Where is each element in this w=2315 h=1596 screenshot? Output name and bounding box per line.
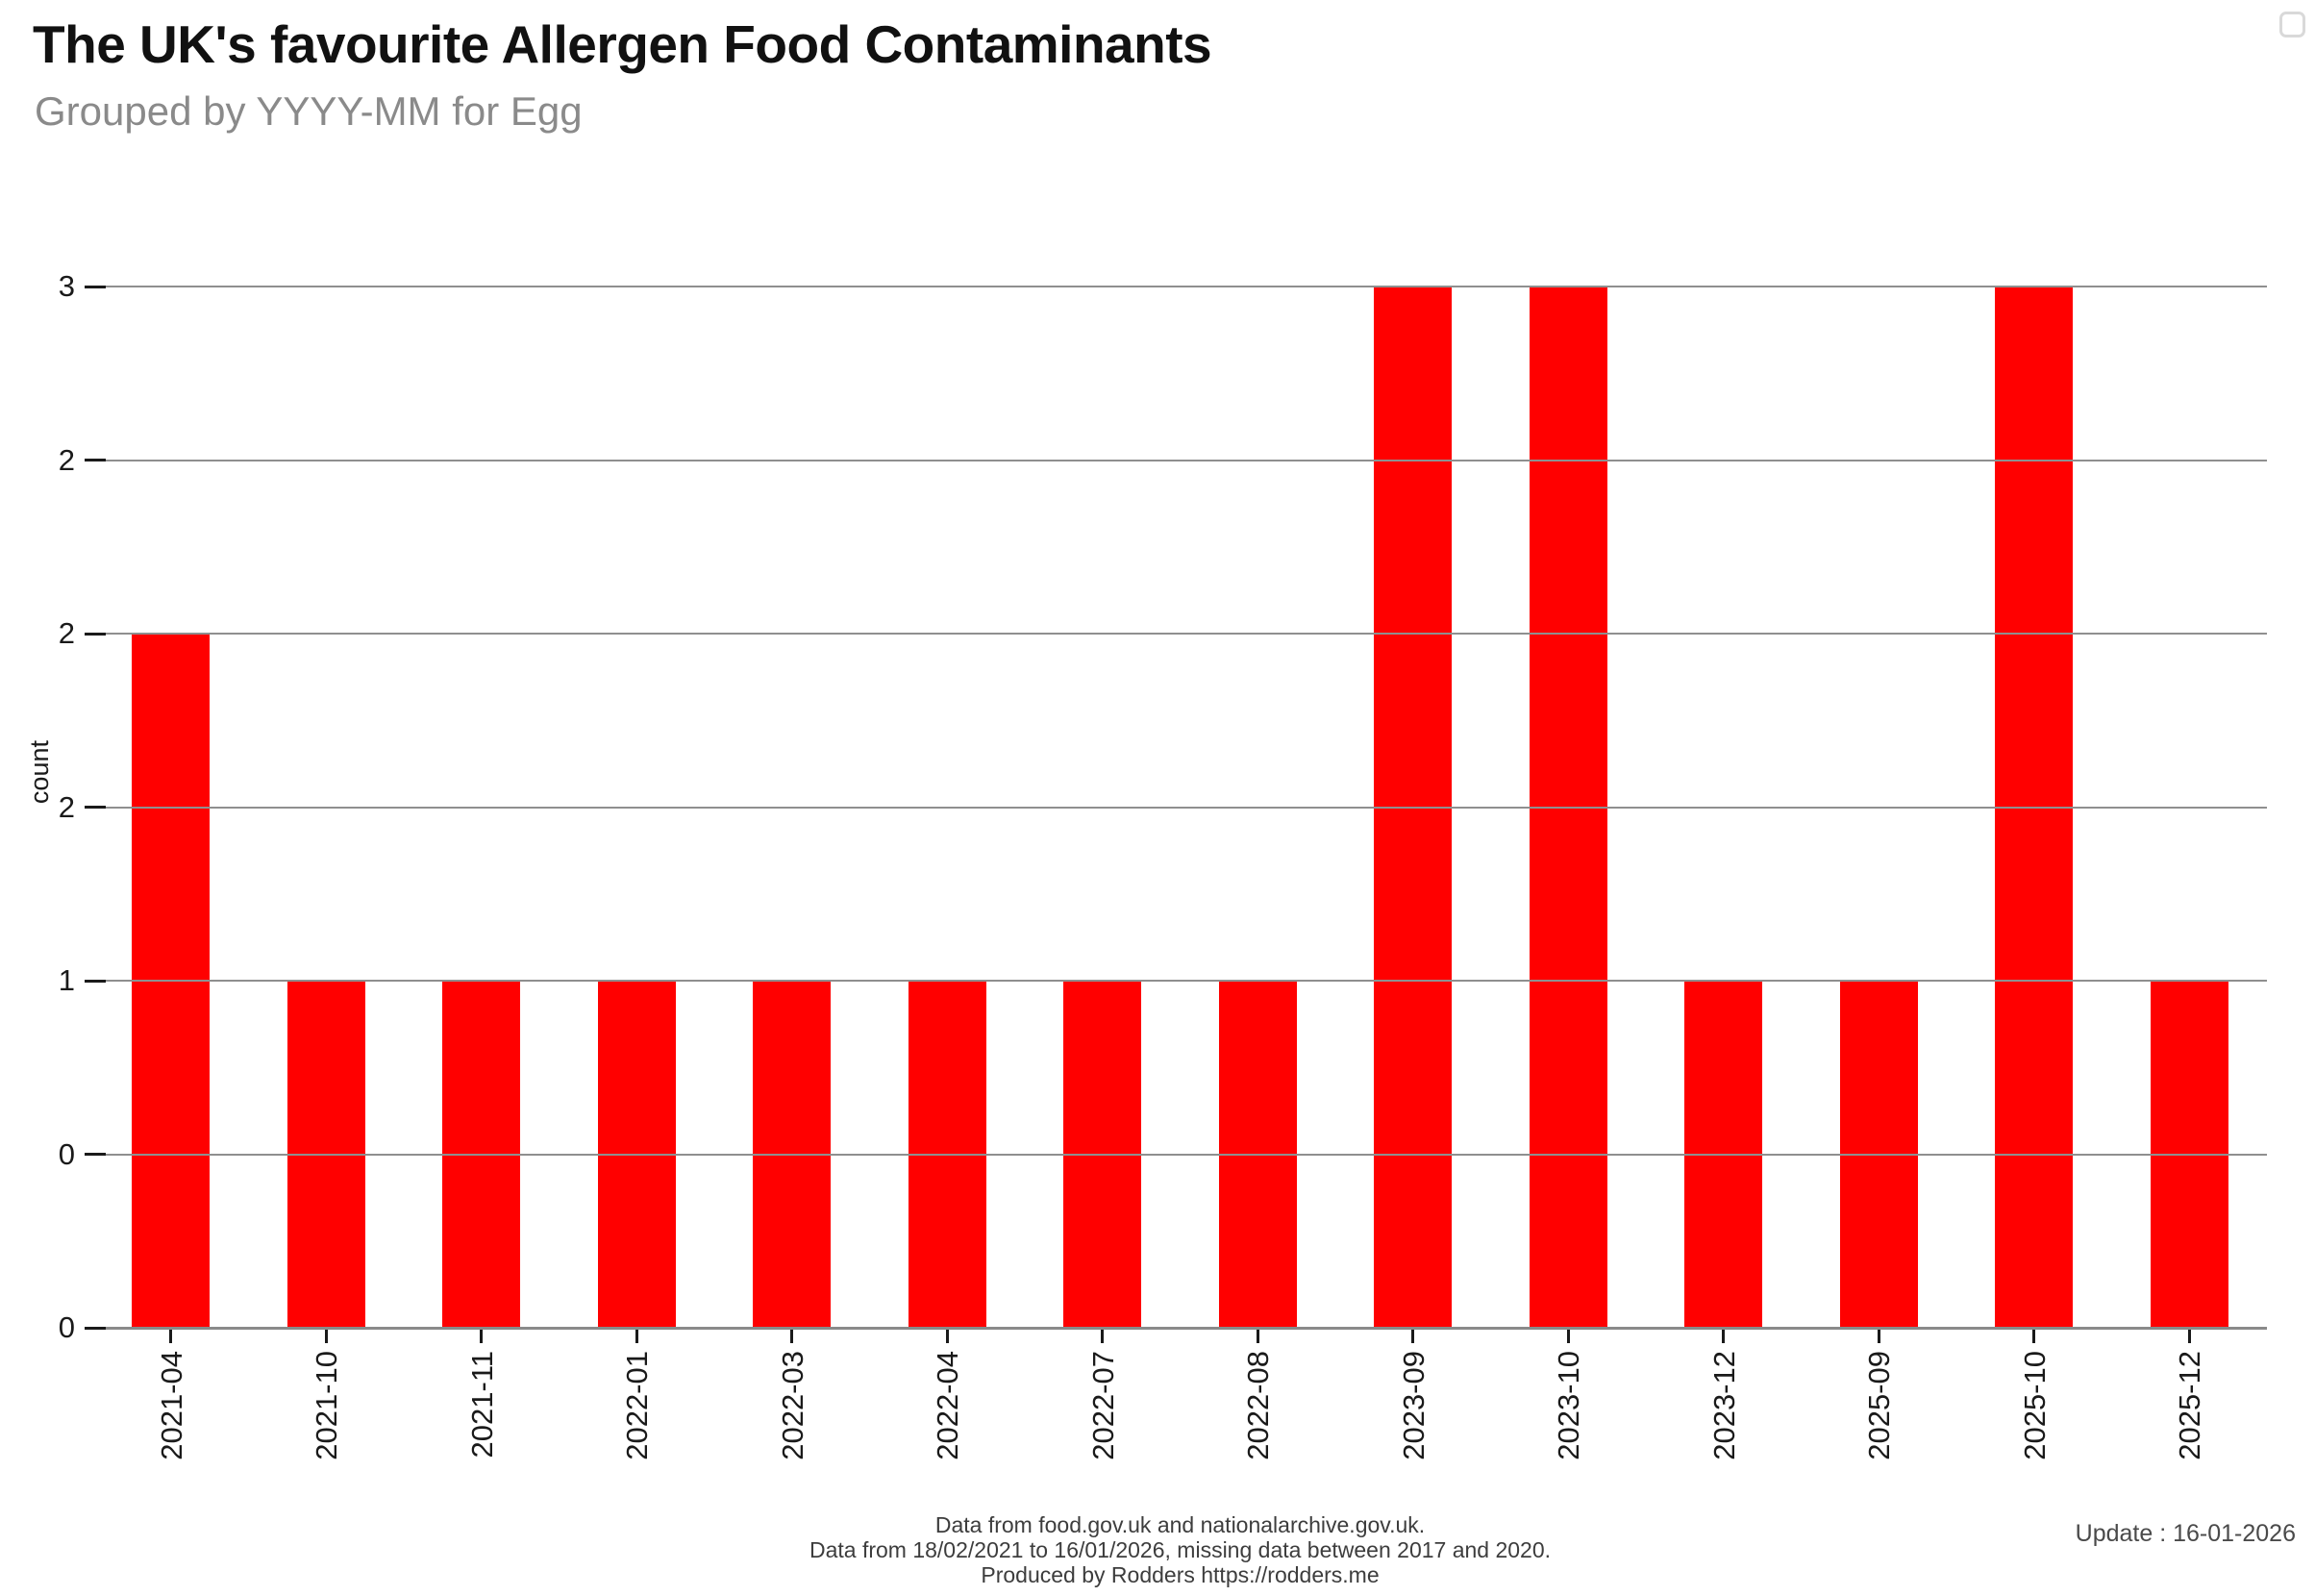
x-tick: [324, 1330, 328, 1343]
gridline: [93, 633, 2267, 635]
x-tick-label: 2023-10: [1552, 1351, 1586, 1460]
gridline: [93, 980, 2267, 982]
x-tick-label: 2023-12: [1706, 1351, 1741, 1460]
x-tick-label: 2021-11: [464, 1351, 499, 1459]
gridline: [93, 1153, 2267, 1156]
x-tick-label: 2022-04: [931, 1351, 965, 1460]
y-tick: [85, 1153, 106, 1156]
x-tick-label: 2025-12: [2173, 1351, 2207, 1460]
x-tick-label: 2022-03: [775, 1351, 809, 1460]
y-tick-label: 0: [58, 1136, 75, 1171]
x-tick: [1101, 1330, 1105, 1343]
gridline: [93, 286, 2267, 287]
x-tick: [1722, 1330, 1726, 1343]
chart-title: The UK's favourite Allergen Food Contami…: [33, 14, 1212, 74]
x-tick: [635, 1330, 638, 1343]
x-tick: [1256, 1330, 1259, 1343]
y-tick: [85, 285, 106, 288]
footer-line: Data from 18/02/2021 to 16/01/2026, miss…: [809, 1537, 1552, 1562]
x-tick: [1877, 1330, 1880, 1343]
y-tick-label: 1: [58, 963, 75, 997]
x-tick-label: 2022-07: [1085, 1351, 1120, 1460]
y-tick-label: 0: [58, 1310, 75, 1344]
gridline: [93, 806, 2267, 809]
x-tick-label: 2022-01: [620, 1351, 655, 1460]
x-axis-line: [93, 1326, 2267, 1330]
chart-subtitle: Grouped by YYYY-MM for Egg: [35, 88, 583, 134]
y-tick-label: 2: [58, 789, 75, 824]
y-tick: [85, 979, 106, 983]
y-tick: [85, 632, 106, 636]
x-tick-label: 2025-10: [2017, 1351, 2052, 1460]
update-date: Update : 16-01-2026: [2075, 1520, 2296, 1547]
footer-line: Data from food.gov.uk and nationalarchiv…: [934, 1512, 1426, 1537]
gridline: [93, 459, 2267, 461]
footer: Data from food.gov.uk and nationalarchiv…: [93, 1512, 2267, 1587]
y-tick: [85, 1326, 106, 1330]
x-tick: [2032, 1330, 2036, 1343]
x-tick: [169, 1330, 173, 1343]
x-tick-label: 2025-09: [1862, 1351, 1897, 1460]
x-tick: [945, 1330, 949, 1343]
y-tick-label: 2: [58, 616, 75, 650]
y-tick: [85, 806, 106, 809]
x-tick-label: 2022-08: [1241, 1351, 1276, 1460]
x-tick-label: 2021-10: [310, 1351, 344, 1460]
y-tick: [85, 459, 106, 461]
footer-line: Produced by Rodders https://rodders.me: [981, 1562, 1380, 1587]
x-tick-label: 2023-09: [1396, 1351, 1431, 1460]
y-tick-label: 2: [58, 442, 75, 477]
fullscreen-button[interactable]: [2279, 12, 2305, 37]
x-tick: [790, 1330, 794, 1343]
x-tick: [1566, 1330, 1570, 1343]
y-tick-label: 3: [58, 269, 75, 303]
x-tick: [1411, 1330, 1415, 1343]
x-tick: [480, 1330, 484, 1343]
x-tick: [2187, 1330, 2191, 1343]
x-tick-label: 2021-04: [154, 1351, 188, 1460]
